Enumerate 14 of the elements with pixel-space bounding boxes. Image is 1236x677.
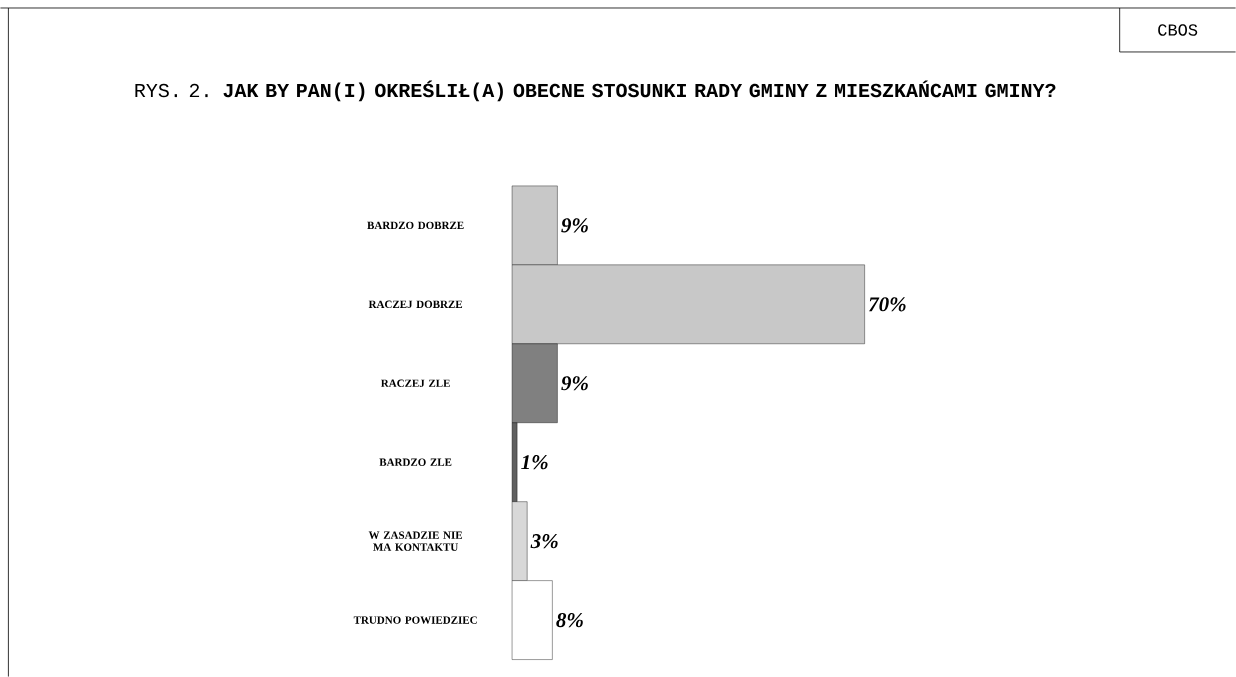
y-tick-label: BARDZO ZLE	[379, 458, 452, 466]
data-label: 1%	[521, 455, 548, 470]
y-tick-label: RACZEJ DOBRZE	[368, 300, 463, 309]
data-label: 8%	[556, 613, 583, 628]
y-tick-label: TRUDNO POWIEDZIEC	[353, 616, 477, 624]
text: CBOS	[1158, 24, 1198, 36]
data-label: 9%	[561, 376, 588, 391]
data-label: 9%	[561, 218, 588, 233]
y-tick-label: RACZEJ ZLE	[380, 379, 450, 387]
y-tick-label: W ZASADZIE NIE MA KONTAKTU	[368, 531, 463, 551]
data-label: 3%	[530, 534, 558, 549]
data-label: 70%	[869, 297, 906, 312]
y-tick-label: BARDZO DOBRZE	[367, 221, 464, 230]
chart-title: RYS. 2. JAK BY PAN(I) OKREŚLIŁ(A) OBECNE STOSUNKI RADY GMINY Z MIESZKAŃCAMI GMINY?	[135, 80, 1056, 102]
